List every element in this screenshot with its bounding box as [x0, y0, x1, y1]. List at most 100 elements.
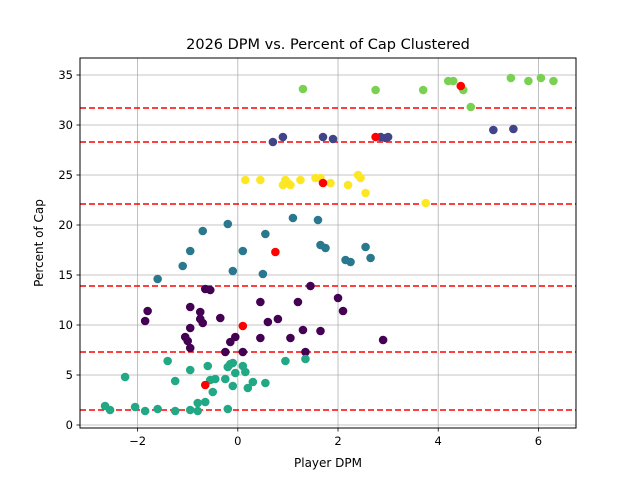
plot-frame: [79, 57, 577, 429]
data-point: [281, 356, 290, 366]
data-point: [318, 132, 328, 142]
data-point: [153, 274, 162, 284]
data-point: [301, 347, 310, 357]
data-point: [286, 180, 295, 190]
data-point: [298, 325, 308, 335]
data-point: [263, 317, 273, 327]
data-point: [238, 347, 248, 357]
axis-ticks: −2 0 2 4 6 0 5 10 15 20 25 30 35: [58, 68, 542, 448]
data-point: [130, 402, 140, 412]
data-point: [185, 302, 195, 312]
data-point: [261, 378, 270, 388]
data-point: [338, 306, 348, 316]
data-point: [549, 76, 558, 86]
data-point: [200, 380, 210, 390]
data-point: [524, 76, 533, 86]
threshold-lines: [80, 107, 576, 411]
data-points: [100, 73, 558, 416]
data-point: [489, 125, 498, 135]
data-point: [356, 173, 365, 183]
data-point: [140, 406, 150, 416]
data-point: [343, 180, 353, 190]
data-point: [316, 326, 325, 336]
data-point: [346, 257, 355, 267]
data-point: [185, 323, 195, 333]
data-point: [256, 175, 265, 185]
data-point: [298, 84, 308, 94]
data-point: [378, 335, 388, 345]
data-point: [506, 73, 516, 83]
y-tick-label: 25: [58, 168, 73, 182]
y-axis-label: Percent of Cap: [32, 199, 46, 287]
data-point: [185, 343, 195, 353]
data-point: [371, 85, 380, 95]
y-tick-label: 35: [58, 68, 73, 82]
data-point: [231, 332, 240, 342]
data-point: [231, 368, 240, 378]
data-point: [193, 398, 203, 408]
data-point: [256, 297, 265, 307]
data-point: [185, 365, 195, 375]
data-point: [361, 188, 370, 198]
data-point: [268, 137, 278, 147]
data-point: [418, 85, 428, 95]
data-point: [105, 405, 115, 415]
data-point: [371, 132, 380, 142]
data-point: [273, 314, 283, 324]
y-tick-label: 10: [58, 318, 73, 332]
data-point: [120, 372, 130, 382]
data-point: [223, 219, 233, 229]
grid-lines: [80, 58, 576, 428]
data-point: [301, 354, 310, 364]
data-point: [306, 281, 315, 291]
data-point: [321, 243, 330, 253]
data-point: [140, 316, 150, 326]
data-point: [170, 406, 180, 416]
data-point: [183, 336, 193, 346]
x-tick-label: 6: [535, 434, 542, 448]
data-point: [293, 297, 303, 307]
data-point: [215, 313, 225, 323]
data-point: [383, 132, 393, 142]
data-point: [143, 306, 152, 316]
data-point: [205, 285, 215, 295]
data-point: [198, 318, 208, 328]
x-axis-label: Player DPM: [294, 456, 362, 470]
data-point: [210, 374, 220, 384]
data-point: [200, 397, 210, 407]
data-point: [448, 76, 458, 86]
data-point: [258, 269, 268, 279]
data-point: [328, 134, 338, 144]
data-point: [241, 175, 250, 185]
x-tick-label: 0: [234, 434, 241, 448]
data-point: [243, 383, 253, 393]
data-point: [313, 215, 323, 225]
data-point: [163, 356, 172, 366]
data-point: [228, 381, 238, 391]
data-point: [220, 347, 230, 357]
data-point: [271, 247, 280, 257]
data-point: [456, 81, 466, 91]
data-point: [288, 213, 298, 223]
data-point: [228, 266, 238, 276]
data-point: [203, 361, 213, 371]
data-point: [170, 376, 180, 386]
y-tick-label: 0: [66, 418, 73, 432]
x-tick-label: −2: [129, 434, 146, 448]
data-point: [256, 333, 265, 343]
data-point: [333, 293, 343, 303]
data-point: [278, 132, 288, 142]
data-point: [198, 226, 208, 236]
data-point: [326, 178, 335, 188]
y-tick-label: 20: [58, 218, 73, 232]
data-point: [536, 73, 546, 83]
data-point: [509, 124, 518, 134]
y-tick-label: 15: [58, 268, 73, 282]
data-point: [286, 333, 295, 343]
data-point: [248, 377, 258, 387]
x-tick-label: 4: [435, 434, 442, 448]
data-point: [238, 321, 248, 331]
y-tick-label: 5: [66, 368, 73, 382]
data-point: [193, 406, 203, 416]
